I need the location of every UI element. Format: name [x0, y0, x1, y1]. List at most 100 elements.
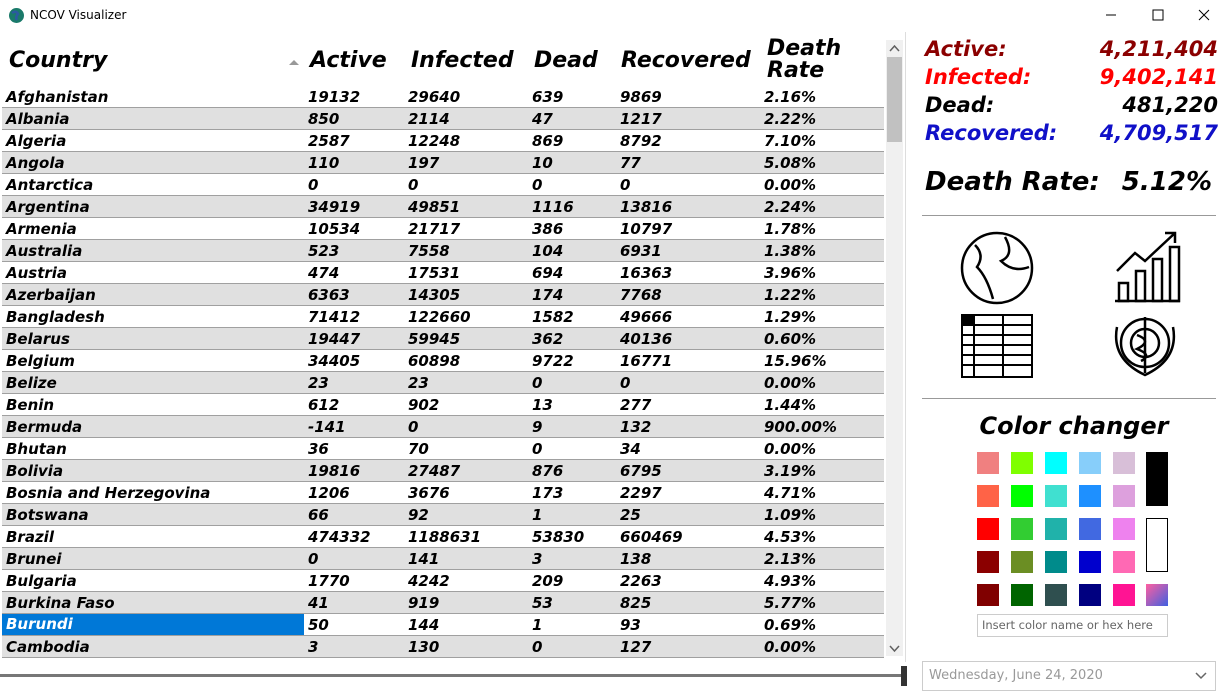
column-header[interactable]: Active: [310, 48, 387, 73]
country-cell: Armenia: [6, 220, 77, 238]
cell: 4242: [408, 572, 450, 590]
cell: 9869: [620, 88, 662, 106]
table-row[interactable]: Angola 110 197 10 77 5.08%: [2, 152, 884, 174]
swatch-black[interactable]: [1146, 452, 1168, 506]
cell: 53830: [532, 528, 585, 546]
cell: 2263: [620, 572, 662, 590]
cell: 0: [532, 176, 543, 194]
country-cell: Brazil: [6, 528, 54, 546]
swatch[interactable]: [977, 584, 999, 606]
column-header[interactable]: Country: [9, 48, 108, 73]
table-row[interactable]: Cambodia 3 130 0 127 0.00%: [2, 636, 884, 658]
table-row[interactable]: Burkina Faso 41 919 53 825 5.77%: [2, 592, 884, 614]
window-controls[interactable]: [1090, 0, 1228, 32]
cell: 209: [532, 572, 564, 590]
swatch[interactable]: [977, 551, 999, 573]
table-row[interactable]: Belarus 19447 59945 362 40136 0.60%: [2, 328, 884, 350]
swatch[interactable]: [1113, 485, 1135, 507]
table-row[interactable]: Austria 474 17531 694 16363 3.96%: [2, 262, 884, 284]
color-input[interactable]: Insert color name or hex here: [977, 614, 1168, 637]
table-row[interactable]: Belize 23 23 0 0 0.00%: [2, 372, 884, 394]
swatch[interactable]: [977, 452, 999, 474]
table-row[interactable]: Bulgaria 1770 4242 209 2263 4.93%: [2, 570, 884, 592]
swatch[interactable]: [1113, 518, 1135, 540]
cell: 1.38%: [764, 242, 817, 260]
cell: 9: [532, 418, 543, 436]
cell: 6931: [620, 242, 662, 260]
cell: 612: [308, 396, 340, 414]
swatch-custom[interactable]: [1146, 584, 1168, 606]
cell: 127: [620, 638, 652, 656]
table-row[interactable]: Bermuda -141 0 9 132 900.00%: [2, 416, 884, 438]
swatch[interactable]: [1079, 452, 1101, 474]
chart-icon[interactable]: [1115, 231, 1181, 303]
table-icon[interactable]: [961, 314, 1033, 378]
cell: 41: [308, 594, 329, 612]
swatch[interactable]: [1011, 452, 1033, 474]
date-picker[interactable]: Wednesday, June 24, 2020: [922, 661, 1216, 691]
swatch[interactable]: [1011, 584, 1033, 606]
table-row[interactable]: Brunei 0 141 3 138 2.13%: [2, 548, 884, 570]
table-row[interactable]: Belgium 34405 60898 9722 16771 15.96%: [2, 350, 884, 372]
swatch[interactable]: [1079, 551, 1101, 573]
infected-label: Infected:: [925, 65, 1032, 89]
table-row[interactable]: Brazil 474332 1188631 53830 660469 4.53%: [2, 526, 884, 548]
swatch[interactable]: [1079, 485, 1101, 507]
table-row[interactable]: Argentina 34919 49851 1116 13816 2.24%: [2, 196, 884, 218]
table-row[interactable]: Botswana 66 92 1 25 1.09%: [2, 504, 884, 526]
country-cell: Brunei: [6, 550, 62, 568]
swatch[interactable]: [977, 518, 999, 540]
swatch[interactable]: [1113, 584, 1135, 606]
cell: 16363: [620, 264, 673, 282]
cell: 919: [408, 594, 440, 612]
who-icon[interactable]: [1114, 317, 1176, 377]
swatch[interactable]: [1011, 518, 1033, 540]
table-row[interactable]: Burundi 50 144 1 93 0.69%: [2, 614, 884, 636]
swatch-white[interactable]: [1146, 518, 1168, 572]
table-row[interactable]: Benin 612 902 13 277 1.44%: [2, 394, 884, 416]
table-row[interactable]: Bolivia 19816 27487 876 6795 3.19%: [2, 460, 884, 482]
cell: 71412: [308, 308, 361, 326]
table-row[interactable]: Armenia 10534 21717 386 10797 1.78%: [2, 218, 884, 240]
cell: 27487: [408, 462, 461, 480]
swatch[interactable]: [1045, 551, 1067, 573]
country-cell: Bulgaria: [6, 572, 77, 590]
swatch[interactable]: [1045, 485, 1067, 507]
table-row[interactable]: Afghanistan 19132 29640 639 9869 2.16%: [2, 86, 884, 108]
cell: 1.29%: [764, 308, 817, 326]
swatch[interactable]: [1045, 452, 1067, 474]
table-row[interactable]: Albania 850 2114 47 1217 2.22%: [2, 108, 884, 130]
column-header[interactable]: Recovered: [621, 48, 751, 73]
cell: 2297: [620, 484, 662, 502]
cell: 49666: [620, 308, 673, 326]
table-row[interactable]: Australia 523 7558 104 6931 1.38%: [2, 240, 884, 262]
table-row[interactable]: Bangladesh 71412 122660 1582 49666 1.29%: [2, 306, 884, 328]
column-header[interactable]: Dead: [534, 48, 598, 73]
swatch[interactable]: [1045, 584, 1067, 606]
column-header[interactable]: Infected: [411, 48, 514, 73]
swatch[interactable]: [977, 485, 999, 507]
swatch[interactable]: [1113, 551, 1135, 573]
table-row[interactable]: Antarctica 0 0 0 0 0.00%: [2, 174, 884, 196]
cell: 3676: [408, 484, 450, 502]
swatch[interactable]: [1079, 518, 1101, 540]
swatch[interactable]: [1113, 452, 1135, 474]
scrollbar[interactable]: [886, 40, 903, 656]
cell: 13: [532, 396, 553, 414]
column-header[interactable]: Death Rate: [767, 36, 842, 83]
cell: -141: [308, 418, 346, 436]
map-icon[interactable]: [960, 231, 1034, 305]
table-row[interactable]: Bosnia and Herzegovina 1206 3676 173 2297 4.7…: [2, 482, 884, 504]
swatch[interactable]: [1011, 551, 1033, 573]
table-row[interactable]: Algeria 2587 12248 869 8792 7.10%: [2, 130, 884, 152]
recovered-label: Recovered:: [925, 121, 1058, 145]
swatch[interactable]: [1011, 485, 1033, 507]
time-slider[interactable]: [0, 662, 907, 692]
country-cell: Australia: [6, 242, 83, 260]
swatch[interactable]: [1045, 518, 1067, 540]
cell: 0: [408, 418, 419, 436]
swatch[interactable]: [1079, 584, 1101, 606]
table-row[interactable]: Azerbaijan 6363 14305 174 7768 1.22%: [2, 284, 884, 306]
cell: 1206: [308, 484, 350, 502]
table-row[interactable]: Bhutan 36 70 0 34 0.00%: [2, 438, 884, 460]
